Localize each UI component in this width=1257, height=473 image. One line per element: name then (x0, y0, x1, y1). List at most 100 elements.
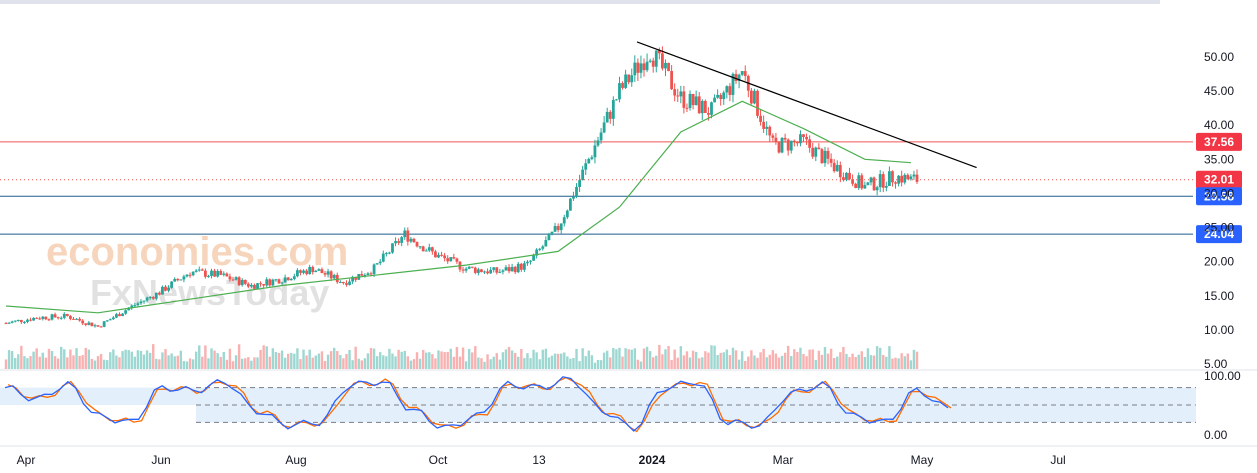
candle-body (510, 266, 514, 272)
candle-body (489, 269, 493, 274)
candle-body (756, 90, 759, 116)
candle-body (81, 320, 85, 324)
y-axis-tick-label: 20.00 (1204, 255, 1234, 269)
volume-bar (774, 353, 778, 369)
candle-body (406, 230, 410, 242)
volume-bar (133, 356, 137, 369)
candle-body (673, 89, 677, 96)
candle-body (305, 270, 309, 275)
volume-bar (710, 345, 713, 369)
candle-body (605, 111, 609, 123)
volume-bar (329, 351, 333, 369)
volume-bar (216, 353, 219, 369)
volume-bar (467, 348, 471, 369)
price-tag-label: 24.04 (1204, 227, 1234, 241)
candle-body (16, 319, 20, 321)
volume-bar (366, 353, 370, 369)
volume-bar (645, 346, 649, 369)
volume-bar (725, 349, 729, 369)
volume-bar (615, 349, 618, 369)
volume-bar (449, 348, 452, 369)
candle-body (789, 140, 793, 151)
candle-body (805, 137, 808, 140)
volume-bar (839, 352, 842, 369)
candle-body (654, 50, 658, 67)
candle-body (234, 277, 238, 280)
volume-bar (759, 352, 762, 369)
candle-body (62, 313, 66, 318)
volume-bar (609, 357, 612, 369)
volume-bar (682, 355, 686, 369)
candle-body (483, 271, 486, 273)
volume-bar (317, 353, 321, 369)
candle-body (434, 251, 437, 258)
candle-body (664, 62, 667, 69)
candle-body (912, 174, 916, 177)
candle-body (682, 91, 686, 108)
volume-bar (538, 359, 541, 369)
candle-body (519, 263, 523, 270)
candle-body (326, 271, 330, 275)
volume-bar (707, 352, 710, 369)
volume-bar (691, 350, 695, 369)
volume-bar (888, 346, 891, 369)
volume-bar (339, 355, 342, 369)
volume-bar (590, 355, 594, 369)
volume-bar (17, 354, 20, 369)
candle-body (786, 139, 790, 151)
candle-body (421, 246, 425, 252)
volume-bar (569, 358, 572, 369)
candle-body (903, 174, 907, 183)
candle-body (480, 269, 483, 273)
volume-bar (526, 353, 529, 369)
volume-bar (93, 360, 97, 369)
volume-bar (20, 345, 23, 369)
volume-bar (578, 361, 581, 369)
y-axis-tick-label: 45.00 (1204, 84, 1234, 98)
candle-body (118, 314, 121, 317)
volume-bar (452, 356, 456, 369)
candle-body (743, 71, 747, 77)
candle-body (618, 83, 621, 100)
volume-bar (382, 355, 385, 369)
volume-bar (311, 357, 314, 369)
volume-bar (504, 349, 508, 369)
candle-body (415, 242, 419, 247)
candle-body (280, 282, 284, 284)
x-axis-tick-label: Apr (17, 453, 36, 467)
x-axis-tick-label: Jul (1050, 453, 1065, 467)
volume-bar (84, 347, 87, 369)
y-axis-tick-label: 30.00 (1204, 186, 1234, 200)
candle-body (550, 231, 554, 234)
candle-body (167, 287, 170, 291)
candle-body (351, 276, 355, 282)
candle-body (207, 275, 210, 277)
candle-body (881, 174, 885, 188)
candle-body (78, 318, 82, 321)
volume-bar (102, 359, 106, 369)
candle-body (354, 276, 358, 280)
watermark-line1: economies.com (46, 230, 348, 274)
downtrend-line (636, 41, 977, 169)
volume-bar (842, 346, 845, 369)
candle-body (559, 223, 563, 231)
candle-body (909, 176, 913, 180)
candle-body (799, 134, 802, 144)
candle-body (53, 314, 57, 318)
volume-bar (152, 344, 155, 369)
volume-bar (845, 353, 848, 369)
candle-body (581, 169, 585, 181)
volume-bar (60, 346, 63, 369)
candle-body (538, 248, 542, 250)
volume-bar (400, 351, 403, 369)
volume-bar (878, 347, 882, 369)
candle-body (84, 323, 88, 325)
volume-bar (621, 356, 624, 369)
volume-bar (109, 352, 112, 369)
candle-body (164, 286, 167, 291)
volume-bar (41, 352, 45, 369)
x-axis-tick-label: 13 (532, 453, 546, 467)
candle-body (75, 318, 78, 320)
volume-bar (4, 359, 8, 369)
volume-bar (670, 359, 673, 369)
